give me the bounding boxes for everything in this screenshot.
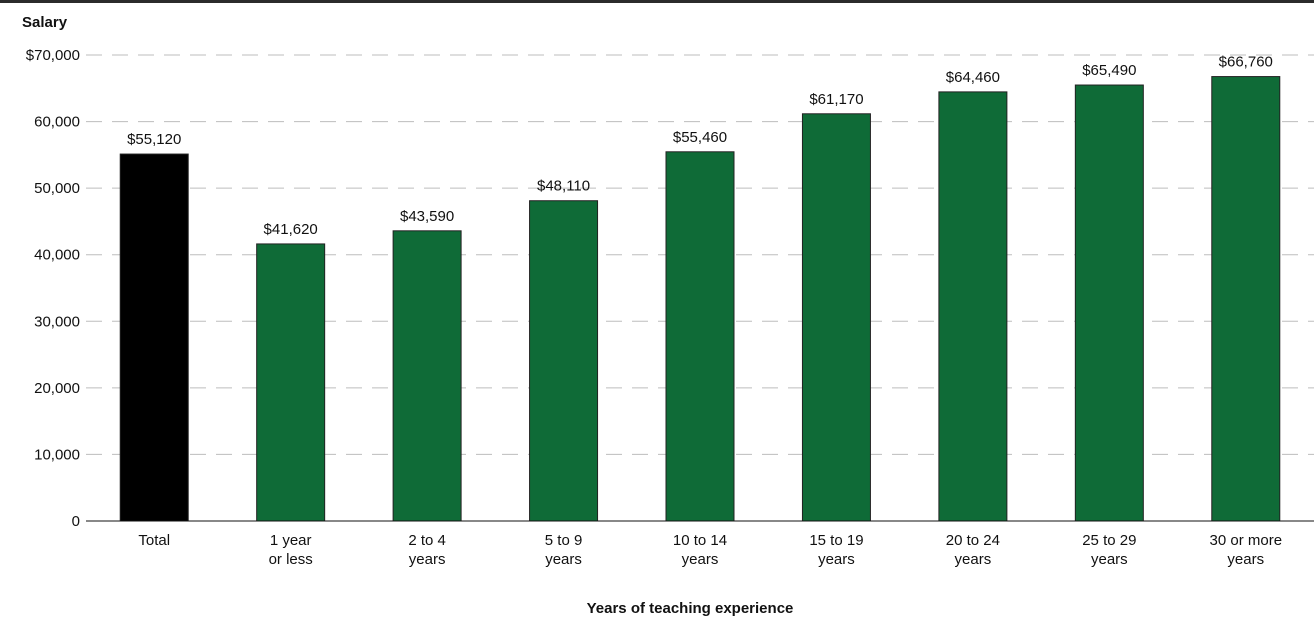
bar — [938, 91, 1008, 522]
bar — [392, 230, 462, 522]
bar — [801, 113, 871, 522]
x-tick-labels: Total 1 year or less 2 to 4 years 5 to 9 years… — [138, 532, 1282, 568]
bars — [119, 76, 1281, 522]
x-tick-label: 2 to 4 years — [408, 532, 446, 568]
x-tick-label: Total — [138, 532, 170, 549]
x-tick-label: 25 to 29 years — [1082, 532, 1136, 568]
x-tick-label: 1 year or less — [269, 532, 313, 568]
bar — [1211, 76, 1281, 522]
bar — [256, 243, 326, 522]
x-tick-label: 20 to 24 years — [946, 532, 1000, 568]
y-tick-label: $70,000 — [26, 47, 80, 64]
data-label: $61,170 — [809, 91, 863, 108]
y-tick-label: 0 — [72, 513, 80, 530]
bar — [529, 200, 599, 522]
y-tick-label: 10,000 — [34, 446, 80, 463]
data-label: $55,120 — [127, 131, 181, 148]
data-label: $48,110 — [537, 178, 590, 195]
data-label: $55,460 — [673, 129, 727, 146]
y-tick-label: 20,000 — [34, 380, 80, 397]
x-axis-title: Years of teaching experience — [587, 600, 794, 617]
data-label: $43,590 — [400, 208, 454, 225]
data-label: $41,620 — [264, 221, 318, 238]
x-tick-label: 10 to 14 years — [673, 532, 727, 568]
bar — [1074, 84, 1144, 522]
y-tick-label: 60,000 — [34, 114, 80, 131]
data-label: $65,490 — [1082, 62, 1136, 79]
bar — [119, 153, 189, 522]
x-tick-label: 5 to 9 years — [545, 532, 583, 568]
y-tick-label: 30,000 — [34, 313, 80, 330]
data-labels: $55,120 $41,620 $43,590 $48,110 $55,460 $61,1… — [127, 54, 1273, 238]
data-label: $66,760 — [1219, 54, 1273, 71]
y-tick-labels: 0 10,000 20,000 30,000 40,000 50,000 60,000 $70… — [26, 47, 80, 530]
y-tick-label: 50,000 — [34, 180, 80, 197]
top-rule — [0, 0, 1314, 3]
x-tick-label: 15 to 19 years — [809, 532, 863, 568]
data-label: $64,460 — [946, 69, 1000, 86]
y-axis-title: Salary — [22, 14, 68, 31]
bar — [665, 151, 735, 522]
x-tick-label: 30 or more years — [1210, 532, 1283, 568]
y-tick-label: 40,000 — [34, 247, 80, 264]
